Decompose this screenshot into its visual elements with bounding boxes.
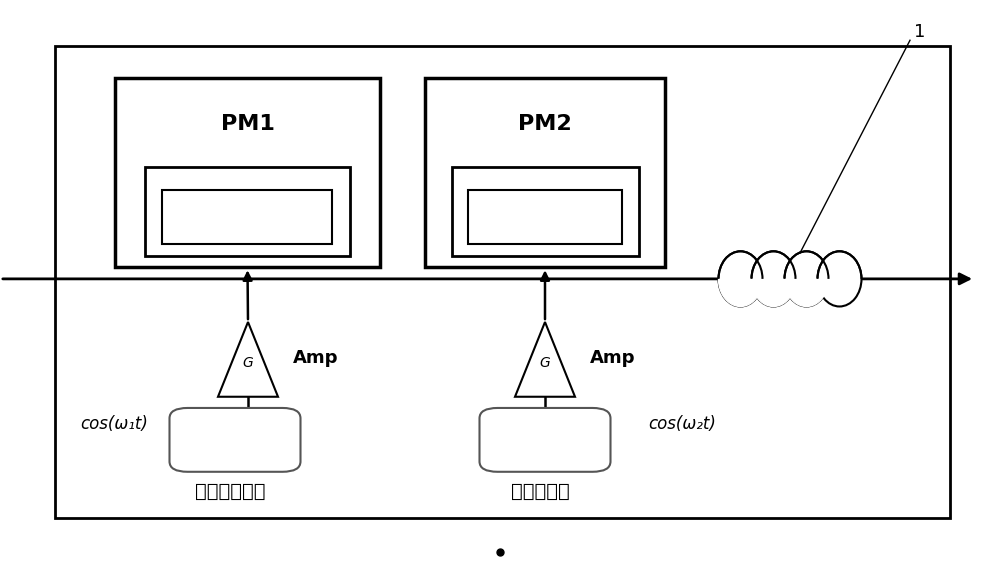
- Text: 第一射频源：: 第一射频源：: [195, 482, 265, 501]
- Bar: [145, 167, 350, 256]
- Bar: [452, 167, 639, 256]
- Text: cos(ω₁t): cos(ω₁t): [80, 415, 148, 434]
- Text: PM1: PM1: [221, 114, 275, 133]
- Text: 第二射频源: 第二射频源: [511, 482, 569, 501]
- Polygon shape: [718, 279, 763, 306]
- Bar: [425, 78, 665, 267]
- Text: G: G: [243, 356, 253, 370]
- FancyBboxPatch shape: [170, 408, 300, 472]
- Ellipse shape: [752, 251, 796, 306]
- Polygon shape: [515, 322, 575, 397]
- Bar: [115, 78, 380, 267]
- Text: G: G: [540, 356, 550, 370]
- Ellipse shape: [818, 251, 862, 306]
- Ellipse shape: [784, 251, 828, 306]
- Polygon shape: [784, 279, 828, 306]
- Text: 1: 1: [914, 22, 926, 41]
- FancyBboxPatch shape: [480, 408, 610, 472]
- Bar: [55, 46, 950, 518]
- Text: PM2: PM2: [518, 114, 572, 133]
- Bar: [162, 190, 332, 244]
- Text: Amp: Amp: [293, 348, 338, 367]
- Text: Amp: Amp: [590, 348, 636, 367]
- Bar: [468, 190, 622, 244]
- Ellipse shape: [718, 251, 763, 306]
- Polygon shape: [218, 322, 278, 397]
- Polygon shape: [752, 279, 796, 306]
- Text: cos(ω₂t): cos(ω₂t): [648, 415, 716, 434]
